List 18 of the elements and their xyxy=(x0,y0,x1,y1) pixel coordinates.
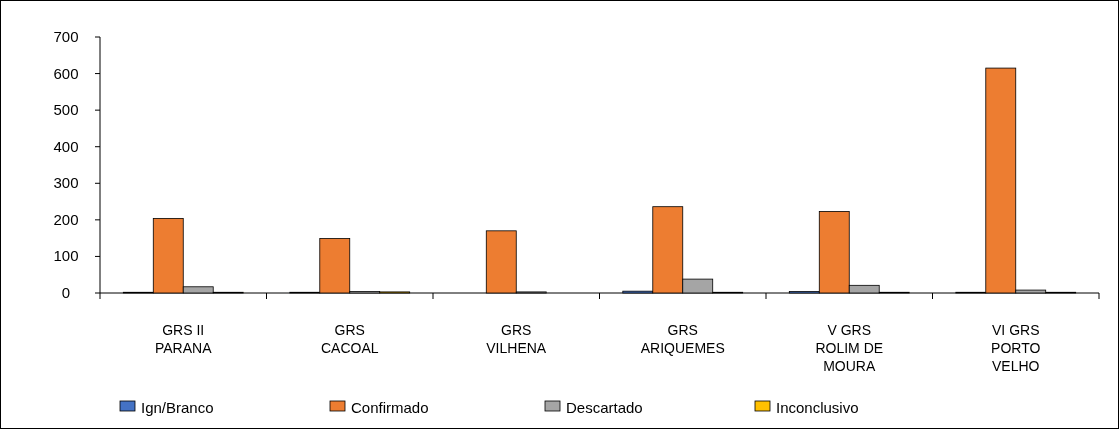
legend-label: Descartado xyxy=(566,399,643,416)
legend-label: Confirmado xyxy=(351,399,429,416)
y-tick-label: 400 xyxy=(53,137,79,155)
x-tick-label: VI GRS PORTO VELHO xyxy=(991,322,1041,374)
legend-label: Inconclusivo xyxy=(776,399,859,416)
y-tick-label: 300 xyxy=(53,174,79,192)
legend-label: Ign/Branco xyxy=(141,399,214,416)
x-tick-label: GRS VILHENA xyxy=(486,322,547,356)
y-tick-label: 200 xyxy=(53,210,79,228)
x-tick-label: GRS II PARANA xyxy=(154,322,213,356)
y-tick-label: 100 xyxy=(53,247,79,265)
y-tick-label: 700 xyxy=(53,28,79,45)
x-tick-label: V GRS ROLIM DE MOURA xyxy=(815,322,884,374)
x-tick-label: GRS ARIQUEMES xyxy=(640,322,725,356)
x-tick-label: GRS CACOAL xyxy=(320,322,379,356)
y-tick-label: 500 xyxy=(53,101,79,119)
y-tick-label: 0 xyxy=(61,284,71,301)
y-tick-label: 600 xyxy=(53,64,79,82)
